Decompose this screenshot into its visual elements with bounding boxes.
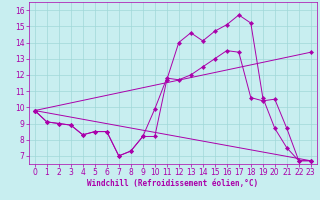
X-axis label: Windchill (Refroidissement éolien,°C): Windchill (Refroidissement éolien,°C) (87, 179, 258, 188)
